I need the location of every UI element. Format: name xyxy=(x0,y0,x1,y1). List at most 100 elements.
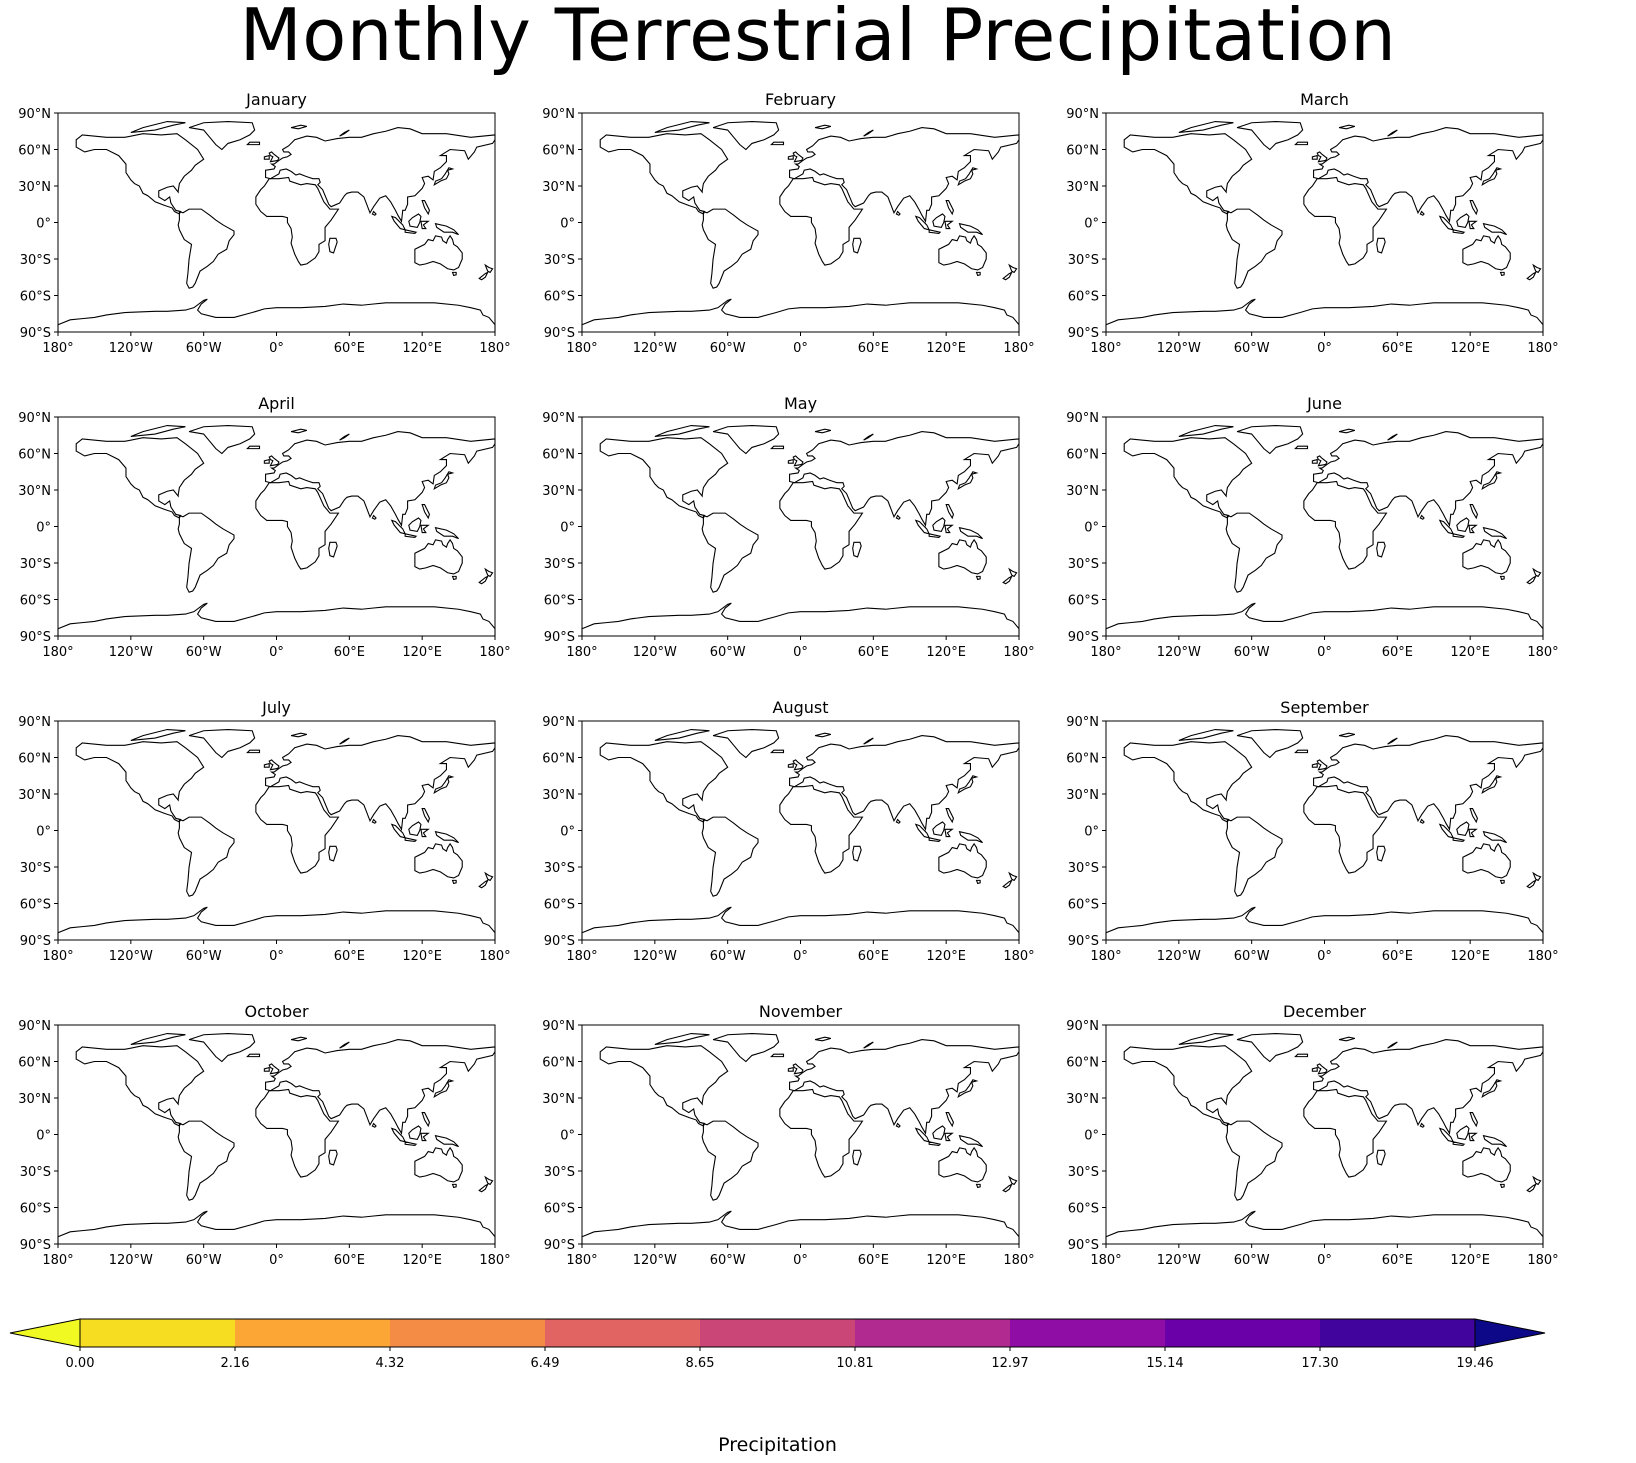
lon-tick-label: 0° xyxy=(1317,949,1332,964)
lat-tick-label: 60°N xyxy=(542,1056,575,1071)
lon-tick-label: 120°E xyxy=(402,949,442,964)
lat-tick-label: 30°N xyxy=(18,484,51,499)
precipitation-field xyxy=(1106,121,1543,332)
lat-tick-label: 0° xyxy=(560,825,575,840)
lat-tick-label: 90°N xyxy=(542,715,575,730)
map-frame xyxy=(581,1024,1020,1245)
colorbar-segment xyxy=(390,1319,546,1347)
lon-tick-label: 0° xyxy=(793,645,808,660)
colorbar-segment xyxy=(1165,1319,1321,1347)
lon-tick-label: 180° xyxy=(479,949,510,964)
lon-tick-label: 0° xyxy=(1317,1253,1332,1268)
lat-tick-label: 90°N xyxy=(1066,1019,1099,1034)
precipitation-field xyxy=(582,729,1019,940)
lon-tick-label: 180° xyxy=(1527,949,1558,964)
lat-tick-label: 90°S xyxy=(1068,630,1099,645)
lon-tick-label: 180° xyxy=(1003,645,1034,660)
lat-tick-label: 60°N xyxy=(18,448,51,463)
colorbar-tick-label: 10.81 xyxy=(836,1356,873,1371)
lat-tick-label: 60°S xyxy=(1068,1202,1099,1217)
lat-tick-label: 30°N xyxy=(542,788,575,803)
lon-tick-label: 60°W xyxy=(186,645,222,660)
lon-tick-label: 180° xyxy=(42,341,73,356)
lat-tick-label: 0° xyxy=(1084,521,1099,536)
lon-tick-label: 60°E xyxy=(334,949,365,964)
map-frame xyxy=(57,112,496,333)
lon-tick-label: 0° xyxy=(269,645,284,660)
lat-tick-label: 90°S xyxy=(20,326,51,341)
lon-tick-label: 60°E xyxy=(334,341,365,356)
lon-tick-label: 60°E xyxy=(334,645,365,660)
lon-tick-label: 120°W xyxy=(1157,645,1201,660)
lat-tick-label: 30°N xyxy=(18,180,51,195)
precipitation-field xyxy=(58,425,495,636)
lat-tick-label: 0° xyxy=(560,1129,575,1144)
lon-tick-label: 180° xyxy=(1090,1253,1121,1268)
lat-tick-label: 30°S xyxy=(1068,1165,1099,1180)
lat-tick-label: 30°S xyxy=(1068,557,1099,572)
lat-tick-label: 60°N xyxy=(542,144,575,159)
lat-tick-label: 90°N xyxy=(542,107,575,122)
map-frame xyxy=(57,720,496,941)
lon-tick-label: 180° xyxy=(1003,1253,1034,1268)
colorbar-tick-label: 0.00 xyxy=(66,1356,95,1371)
lat-tick-label: 60°S xyxy=(544,594,575,609)
lon-tick-label: 60°W xyxy=(1234,1253,1270,1268)
lat-tick-label: 90°N xyxy=(1066,411,1099,426)
lat-tick-label: 30°S xyxy=(1068,253,1099,268)
coastline xyxy=(57,728,496,941)
lat-tick-label: 30°N xyxy=(1066,484,1099,499)
lon-tick-label: 180° xyxy=(479,1253,510,1268)
panel-title: May xyxy=(784,394,817,413)
lat-tick-label: 0° xyxy=(1084,1129,1099,1144)
lat-tick-label: 60°N xyxy=(18,144,51,159)
coastline xyxy=(581,424,1020,637)
lon-tick-label: 120°E xyxy=(926,341,966,356)
lat-tick-label: 0° xyxy=(36,521,51,536)
precipitation-field xyxy=(58,121,495,332)
panel-title: September xyxy=(1280,698,1369,717)
panel-title: March xyxy=(1300,90,1349,109)
lat-tick-label: 90°N xyxy=(542,411,575,426)
map-frame xyxy=(581,720,1020,941)
lon-tick-label: 60°E xyxy=(1382,1253,1413,1268)
lon-tick-label: 120°E xyxy=(926,1253,966,1268)
lon-tick-label: 120°E xyxy=(1450,645,1490,660)
lon-tick-label: 60°W xyxy=(186,949,222,964)
lon-tick-label: 0° xyxy=(269,1253,284,1268)
lon-tick-label: 180° xyxy=(479,341,510,356)
lat-tick-label: 60°N xyxy=(18,1056,51,1071)
lon-tick-label: 0° xyxy=(269,949,284,964)
precipitation-field xyxy=(58,1033,495,1244)
lon-tick-label: 60°W xyxy=(186,341,222,356)
lon-tick-label: 120°W xyxy=(633,645,677,660)
lat-tick-label: 90°N xyxy=(18,107,51,122)
lat-tick-label: 30°S xyxy=(544,1165,575,1180)
lat-tick-label: 30°S xyxy=(544,253,575,268)
lon-tick-label: 180° xyxy=(566,949,597,964)
precipitation-field xyxy=(582,121,1019,332)
lon-tick-label: 180° xyxy=(1003,341,1034,356)
map-frame xyxy=(57,416,496,637)
colorbar-extend-low xyxy=(9,1318,81,1348)
map-frame xyxy=(1105,416,1544,637)
colorbar-tick-label: 4.32 xyxy=(376,1356,405,1371)
lat-tick-label: 30°N xyxy=(1066,1092,1099,1107)
lat-tick-label: 30°S xyxy=(20,253,51,268)
lat-tick-label: 60°S xyxy=(544,898,575,913)
coastline xyxy=(581,120,1020,333)
lon-tick-label: 180° xyxy=(566,1253,597,1268)
lon-tick-label: 0° xyxy=(1317,341,1332,356)
lat-tick-label: 60°N xyxy=(1066,448,1099,463)
colorbar-segment xyxy=(80,1319,236,1347)
lat-tick-label: 90°S xyxy=(544,326,575,341)
lon-tick-label: 180° xyxy=(42,949,73,964)
